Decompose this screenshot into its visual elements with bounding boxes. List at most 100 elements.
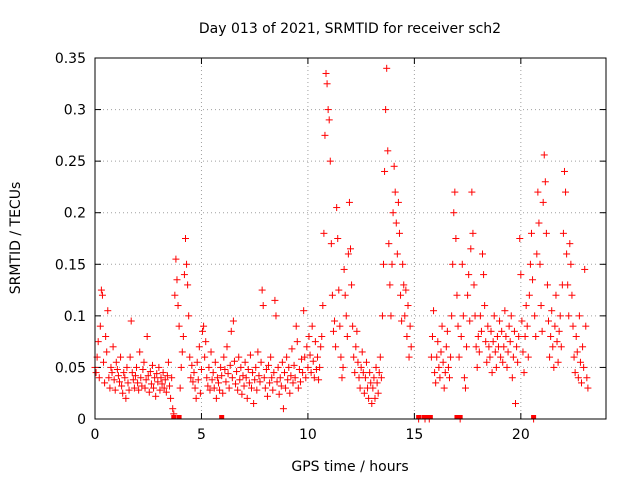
data-point: [279, 405, 287, 413]
data-point: [205, 363, 213, 371]
data-point: [104, 307, 112, 315]
data-point: [110, 376, 118, 384]
data-point: [340, 265, 348, 273]
data-point: [571, 369, 579, 377]
data-point: [331, 317, 339, 325]
data-point: [574, 374, 582, 382]
data-point: [229, 317, 237, 325]
y-tick-label: 0: [77, 412, 86, 428]
data-point: [443, 327, 451, 335]
data-point: [362, 358, 370, 366]
data-point: [217, 363, 225, 371]
data-point: [547, 332, 555, 340]
data-point: [352, 343, 360, 351]
data-point: [225, 384, 233, 392]
data-point: [358, 348, 366, 356]
data-point: [345, 198, 353, 206]
data-point: [548, 307, 556, 315]
data-point: [141, 384, 149, 392]
data-point: [196, 389, 204, 397]
data-point: [439, 358, 447, 366]
data-point: [288, 345, 296, 353]
data-point: [160, 384, 168, 392]
data-point: [234, 386, 242, 394]
data-point: [161, 376, 169, 384]
data-point: [283, 353, 291, 361]
data-point: [105, 374, 113, 382]
data-point: [368, 400, 376, 408]
data-point: [179, 332, 187, 340]
data-point: [321, 131, 329, 139]
data-point: [152, 392, 160, 400]
data-point: [489, 338, 497, 346]
data-point: [200, 322, 208, 330]
data-point: [154, 378, 162, 386]
data-point: [582, 322, 590, 330]
data-point: [107, 363, 115, 371]
data-point: [310, 374, 318, 382]
data-point: [565, 312, 573, 320]
data-point: [397, 291, 405, 299]
data-point: [430, 307, 438, 315]
data-point: [437, 348, 445, 356]
data-point: [242, 374, 250, 382]
data-point: [299, 369, 307, 377]
data-point: [515, 332, 523, 340]
data-point: [500, 343, 508, 351]
data-point: [250, 400, 258, 408]
data-point: [393, 250, 401, 258]
data-point: [403, 332, 411, 340]
data-point: [277, 382, 285, 390]
data-point: [159, 369, 167, 377]
data-point: [256, 378, 264, 386]
data-point: [240, 382, 248, 390]
data-point: [295, 365, 303, 373]
data-point: [342, 312, 350, 320]
data-point: [477, 327, 485, 335]
data-point: [499, 358, 507, 366]
data-point: [189, 378, 197, 386]
data-point: [333, 204, 341, 212]
data-point: [341, 291, 349, 299]
data-point: [214, 379, 222, 387]
data-point: [178, 348, 186, 356]
data-point: [92, 369, 100, 377]
data-point: [184, 281, 192, 289]
data-point: [395, 229, 403, 237]
data-point: [560, 167, 568, 175]
data-point: [172, 255, 180, 263]
data-point: [193, 358, 201, 366]
data-point: [324, 106, 332, 114]
data-point: [520, 369, 528, 377]
data-point: [275, 390, 283, 398]
data-point: [473, 363, 481, 371]
data-point: [387, 312, 395, 320]
data-point: [315, 376, 323, 384]
data-point: [347, 245, 354, 253]
data-point: [508, 374, 516, 382]
data-point: [566, 240, 574, 248]
data-point: [171, 291, 179, 299]
data-point: [124, 379, 132, 387]
data-point: [212, 394, 220, 402]
data-point: [491, 348, 499, 356]
data-point: [282, 384, 290, 392]
data-point: [218, 372, 226, 380]
data-point: [276, 374, 284, 382]
data-point: [401, 312, 409, 320]
zero-value-marker: [424, 415, 430, 419]
data-point: [474, 332, 482, 340]
data-point: [370, 374, 378, 382]
data-point: [131, 372, 139, 380]
data-point: [575, 312, 583, 320]
data-point: [158, 380, 166, 388]
data-point: [550, 363, 558, 371]
data-point: [579, 343, 587, 351]
x-tick-label: 20: [512, 427, 530, 443]
data-point: [163, 372, 171, 380]
data-point: [126, 353, 134, 361]
data-point: [156, 386, 164, 394]
data-point: [263, 392, 271, 400]
data-point: [208, 376, 216, 384]
